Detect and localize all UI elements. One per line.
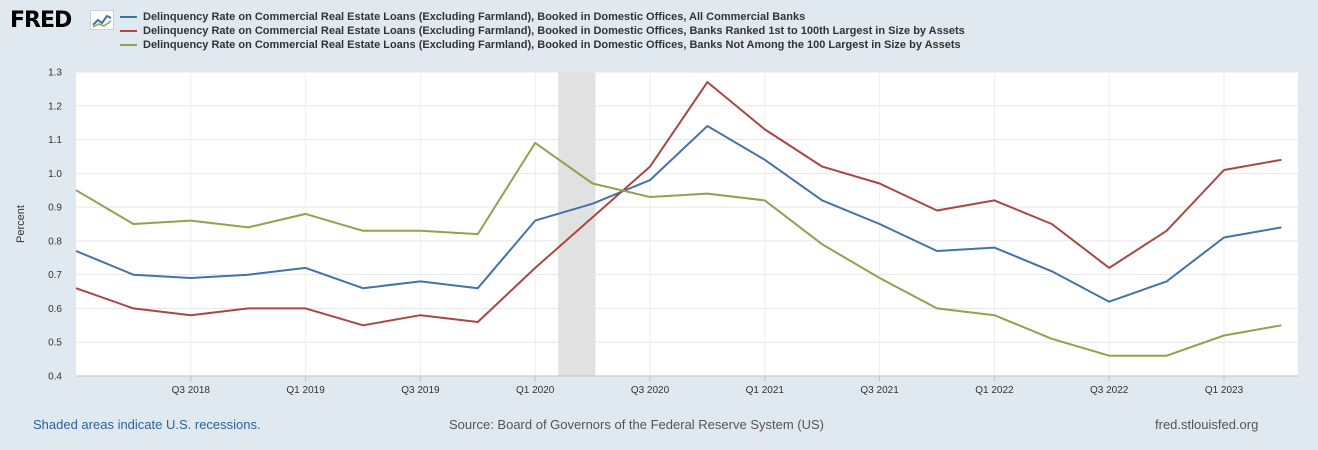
legend-swatch-red [120,30,137,32]
website-link[interactable]: fred.stlouisfed.org [1155,417,1259,432]
plot-area [76,72,1298,376]
legend-swatch-blue [120,16,137,18]
x-axis: Q3 2018 Q1 2019 Q3 2019 Q1 2020 Q3 2020 Q1 20… [76,375,1298,396]
x-tick-label: Q3 2022 [1090,385,1129,396]
y-tick-label: 0.4 [48,372,62,383]
x-tick-label: Q1 2022 [975,385,1014,396]
y-tick-label: 0.6 [48,304,62,315]
y-axis-title: Percent [15,205,27,243]
y-tick-label: 0.7 [48,270,62,281]
recession-band [558,72,596,376]
y-tick-label: 0.8 [48,236,62,247]
x-tick-label: Q3 2020 [631,385,670,396]
legend-label: Delinquency Rate on Commercial Real Esta… [143,39,961,51]
x-tick-label: Q3 2019 [401,385,440,396]
legend-item-top-100-banks[interactable]: Delinquency Rate on Commercial Real Esta… [120,24,965,38]
y-axis: 0.4 0.5 0.6 0.7 0.8 0.9 1.0 1.1 1.2 1.3 [48,68,62,383]
legend: Delinquency Rate on Commercial Real Esta… [120,10,965,52]
series-line-top-100-banks[interactable] [75,81,1282,327]
legend-label: Delinquency Rate on Commercial Real Esta… [143,11,806,23]
y-tick-label: 1.3 [48,68,62,79]
y-tick-label: 1.0 [48,169,62,180]
y-tick-label: 0.9 [48,203,62,214]
y-tick-label: 1.1 [48,135,62,146]
y-tick-label: 1.2 [48,101,62,112]
x-tick-label: Q3 2021 [860,385,899,396]
fred-logo[interactable]: FRED [10,8,72,33]
x-tick-label: Q1 2020 [516,385,555,396]
series-line-other-banks[interactable] [75,141,1282,357]
x-tick-label: Q1 2019 [286,385,325,396]
recession-note: Shaded areas indicate U.S. recessions. [33,417,261,432]
series-layer [75,81,1282,357]
x-tick-label: Q3 2018 [172,385,211,396]
legend-item-other-banks[interactable]: Delinquency Rate on Commercial Real Esta… [120,38,965,52]
chart-line-icon [90,10,114,30]
legend-swatch-green [120,44,137,46]
x-tick-label: Q1 2021 [746,385,785,396]
source-note: Source: Board of Governors of the Federa… [449,417,824,432]
legend-label: Delinquency Rate on Commercial Real Esta… [143,25,965,37]
x-tick-label: Q1 2023 [1205,385,1244,396]
recession-layer [558,72,596,376]
legend-item-all-banks[interactable]: Delinquency Rate on Commercial Real Esta… [120,10,965,24]
y-tick-label: 0.5 [48,338,62,349]
series-line-all-banks[interactable] [75,125,1282,303]
